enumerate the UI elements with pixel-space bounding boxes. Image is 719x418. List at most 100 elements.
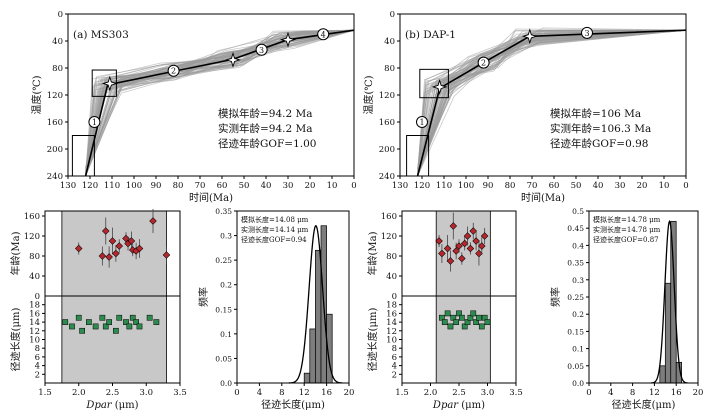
y-tick-label: 0.1 <box>220 330 232 339</box>
age-point <box>472 237 480 245</box>
histogram-bar <box>309 328 316 384</box>
length-point <box>133 319 139 325</box>
modeled-path-line <box>85 29 355 175</box>
y-tick-label: 0.25 <box>567 293 584 302</box>
length-point <box>478 323 485 330</box>
age-point <box>115 242 123 250</box>
x-axis-label: Dpar (μm) <box>85 400 138 411</box>
x-tick-label: 10 <box>659 181 670 191</box>
length-point <box>461 323 468 330</box>
fit-curve <box>650 219 688 384</box>
age-point <box>443 244 452 253</box>
fit-curve <box>288 224 343 384</box>
x-tick-label: 0 <box>234 388 239 398</box>
plot-frame <box>236 210 350 384</box>
y-tick-label: 0.15 <box>567 327 584 336</box>
y-tick-label: 80 <box>52 64 63 74</box>
y-tick-label: 6 <box>392 353 397 363</box>
stats-annotation: 实测年龄=94.2 Ma <box>218 122 313 135</box>
modeled-path-line <box>85 29 355 177</box>
modeled-path-line <box>417 29 687 177</box>
star-marker <box>101 75 118 92</box>
x-axis-label-unit: (μm) <box>112 400 139 411</box>
y-tick-label: 0.45 <box>567 224 584 233</box>
path-marker <box>477 56 490 69</box>
length-point <box>123 319 129 325</box>
modeled-path-line <box>417 29 687 177</box>
x-tick-label: 0 <box>586 388 591 398</box>
y-tick-label: 240 <box>47 172 63 182</box>
age-point <box>463 232 472 240</box>
x-axis-label: 径迹长度(μm) <box>612 398 676 411</box>
y-axis-label: 频率 <box>197 287 210 307</box>
length-point <box>467 314 474 321</box>
age-point <box>460 239 469 248</box>
age-point <box>466 244 475 253</box>
length-point <box>453 319 459 325</box>
length-point <box>113 327 119 334</box>
age-point <box>435 237 443 245</box>
y-tick-label: 40 <box>29 272 40 282</box>
modeled-path-line <box>417 29 687 177</box>
y-tick-label: 40 <box>52 37 63 47</box>
stats-annotation: 模拟长度=14.78 μm <box>593 215 661 224</box>
modeled-path-line <box>417 29 687 177</box>
modeled-path-line <box>417 29 687 177</box>
modeled-path-line <box>417 29 687 177</box>
y-tick-label: 0.15 <box>215 305 232 314</box>
x-tick-label: 70 <box>195 181 206 191</box>
modeled-path-line <box>417 29 687 177</box>
y-tick-label: 6 <box>35 353 40 363</box>
length-point <box>470 310 477 317</box>
modeled-path-line <box>417 29 687 177</box>
dpar-range-shading <box>61 210 167 384</box>
y-tick-label: 160 <box>24 212 40 222</box>
modeled-path-line <box>85 29 355 177</box>
y-axis-label: 频率 <box>549 287 562 307</box>
histogram-bar <box>659 365 666 384</box>
age-point <box>102 227 110 235</box>
y-tick-label: 0.35 <box>215 207 232 216</box>
y-tick-label: 0.3 <box>572 276 584 285</box>
modeled-path-line <box>417 29 687 177</box>
length-point <box>444 310 451 317</box>
modeled-path-line <box>417 29 687 177</box>
modeled-path-line <box>85 29 355 177</box>
modeled-path-line <box>85 29 355 177</box>
modeled-path-line <box>85 29 355 177</box>
y-tick-label: 120 <box>24 232 40 242</box>
x-axis-label-italic: Dpar <box>85 400 112 411</box>
dpar-range-shading <box>435 210 491 384</box>
modeled-path-line <box>417 29 687 177</box>
y-tick-label: 0 <box>58 10 63 20</box>
y-tick-label: 0.1 <box>572 345 584 354</box>
modeled-path-line <box>85 29 355 177</box>
y-tick-label: 80 <box>384 64 395 74</box>
modeled-path-line <box>85 29 355 177</box>
modeled-path-line <box>417 29 687 177</box>
y-tick-label: 200 <box>379 145 395 155</box>
length-point <box>136 323 143 330</box>
path-marker-label: 2 <box>481 59 486 68</box>
y-tick-label: 80 <box>386 252 397 262</box>
modeled-path-line <box>417 29 687 177</box>
y-tick-label: 120 <box>381 232 397 242</box>
modeled-path-line <box>85 29 355 177</box>
x-tick-label: 20 <box>637 181 648 191</box>
modeled-path-line <box>85 29 355 177</box>
modeled-path-line <box>417 29 687 177</box>
modeled-path-line <box>85 29 355 174</box>
path-marker-label: 1 <box>419 118 424 127</box>
modeled-path-line <box>417 29 687 177</box>
age-point <box>478 242 486 250</box>
modeled-path-line <box>85 29 355 177</box>
y-tick-label: 18 <box>29 301 40 311</box>
y-tick-label: 12 <box>29 327 40 337</box>
x-tick-label: 120 <box>82 181 98 191</box>
x-tick-label: 60 <box>549 181 560 191</box>
stats-annotation: 模拟长度=14.08 μm <box>241 215 309 224</box>
x-tick-label: 4 <box>608 388 613 398</box>
x-tick-label: 3.5 <box>173 388 187 398</box>
modeled-path-line <box>417 29 687 176</box>
path-marker-label: 1 <box>92 118 97 127</box>
